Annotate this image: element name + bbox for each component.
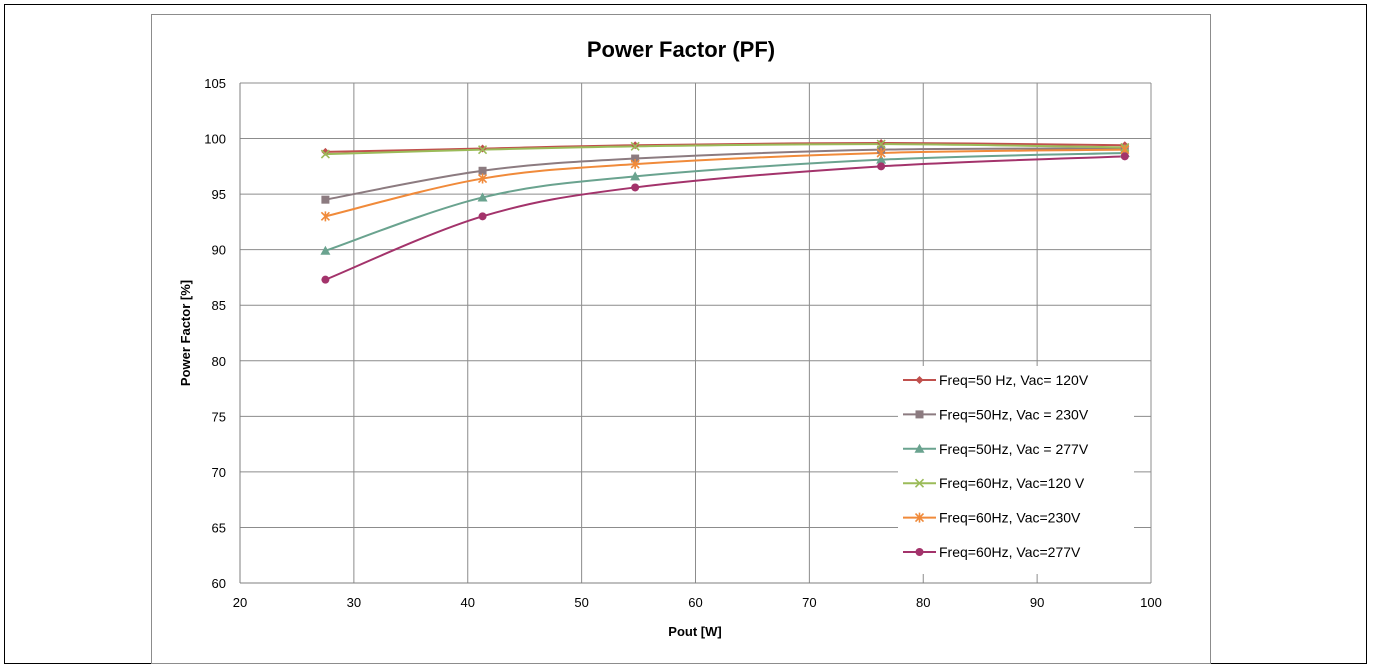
data-point-series-4	[320, 149, 330, 159]
data-point-series-1	[321, 147, 330, 156]
legend-swatch-marker	[914, 443, 925, 453]
data-point-series-3	[876, 154, 887, 164]
x-tick-label: 80	[916, 595, 930, 610]
y-tick-label: 100	[204, 132, 226, 147]
y-tick-label: 90	[212, 243, 226, 258]
data-point-series-6	[1120, 152, 1129, 161]
x-tick-label: 40	[461, 595, 475, 610]
legend-label: Freq=50Hz, Vac = 277V	[939, 441, 1089, 457]
series-line-5	[325, 148, 1125, 218]
x-tick-label: 90	[1030, 595, 1044, 610]
series-markers	[320, 139, 1130, 284]
x-tick-label: 20	[233, 595, 247, 610]
legend-swatch-marker	[915, 376, 924, 384]
x-tick-labels: 20 30 40 50 60 70 80 90 100	[233, 595, 1162, 610]
legend-swatch-marker	[914, 478, 925, 488]
data-point-series-4	[630, 141, 640, 151]
data-point-series-5	[630, 159, 640, 170]
y-tick-label: 70	[212, 465, 226, 480]
legend-swatch-marker	[915, 410, 924, 419]
data-point-series-4	[477, 145, 488, 155]
data-point-series-5	[320, 211, 330, 222]
legend-label: Freq=60Hz, Vac=230V	[939, 510, 1081, 526]
data-point-series-5	[477, 173, 488, 184]
data-point-series-2	[478, 166, 487, 175]
data-point-series-2	[321, 195, 330, 204]
y-axis-title: Power Factor [%]	[178, 280, 193, 386]
legend-label: Freq=50Hz, Vac = 230V	[939, 406, 1089, 422]
data-point-series-6	[321, 275, 330, 284]
x-tick-label: 30	[347, 595, 361, 610]
series-lines	[325, 141, 1125, 281]
data-point-series-6	[877, 162, 886, 171]
x-tick-label: 100	[1140, 595, 1162, 610]
y-tick-label: 80	[212, 354, 226, 369]
y-tick-label: 75	[212, 409, 226, 424]
series-line-2	[325, 147, 1125, 201]
x-tick-label: 50	[574, 595, 588, 610]
grid-lines	[239, 82, 1152, 584]
series-line-3	[325, 152, 1125, 252]
y-tick-label: 105	[204, 76, 226, 91]
data-point-series-3	[630, 171, 641, 181]
x-axis-title: Pout [W]	[668, 624, 721, 639]
data-point-series-6	[631, 183, 640, 192]
y-tick-label: 85	[212, 298, 226, 313]
series-line-4	[325, 143, 1125, 156]
y-tick-label: 60	[212, 576, 226, 591]
y-tick-labels: 60 65 70 75 80 85 90 95 100 105	[204, 76, 226, 591]
legend-label: Freq=50 Hz, Vac= 120V	[939, 372, 1089, 388]
legend-label: Freq=60Hz, Vac=120 V	[939, 475, 1085, 491]
legend-swatch-marker	[914, 512, 925, 523]
legend: Freq=50 Hz, Vac= 120V Freq=50Hz, Vac = 23…	[898, 366, 1134, 574]
legend-label: Freq=60Hz, Vac=277V	[939, 544, 1081, 560]
x-tick-label: 70	[802, 595, 816, 610]
data-point-series-4	[876, 139, 886, 149]
chart-title: Power Factor (PF)	[587, 37, 775, 62]
data-point-series-5	[876, 148, 886, 158]
legend-swatch-marker	[915, 548, 924, 556]
y-tick-label: 95	[212, 187, 226, 202]
data-point-series-3	[320, 245, 331, 255]
x-tick-label: 60	[688, 595, 702, 610]
series-line-1	[325, 141, 1125, 153]
y-tick-label: 65	[212, 520, 226, 535]
data-point-series-2	[631, 154, 640, 163]
data-point-series-3	[477, 192, 488, 202]
legend-box	[898, 366, 1134, 574]
data-point-series-6	[478, 212, 487, 221]
series-line-6	[325, 155, 1125, 281]
